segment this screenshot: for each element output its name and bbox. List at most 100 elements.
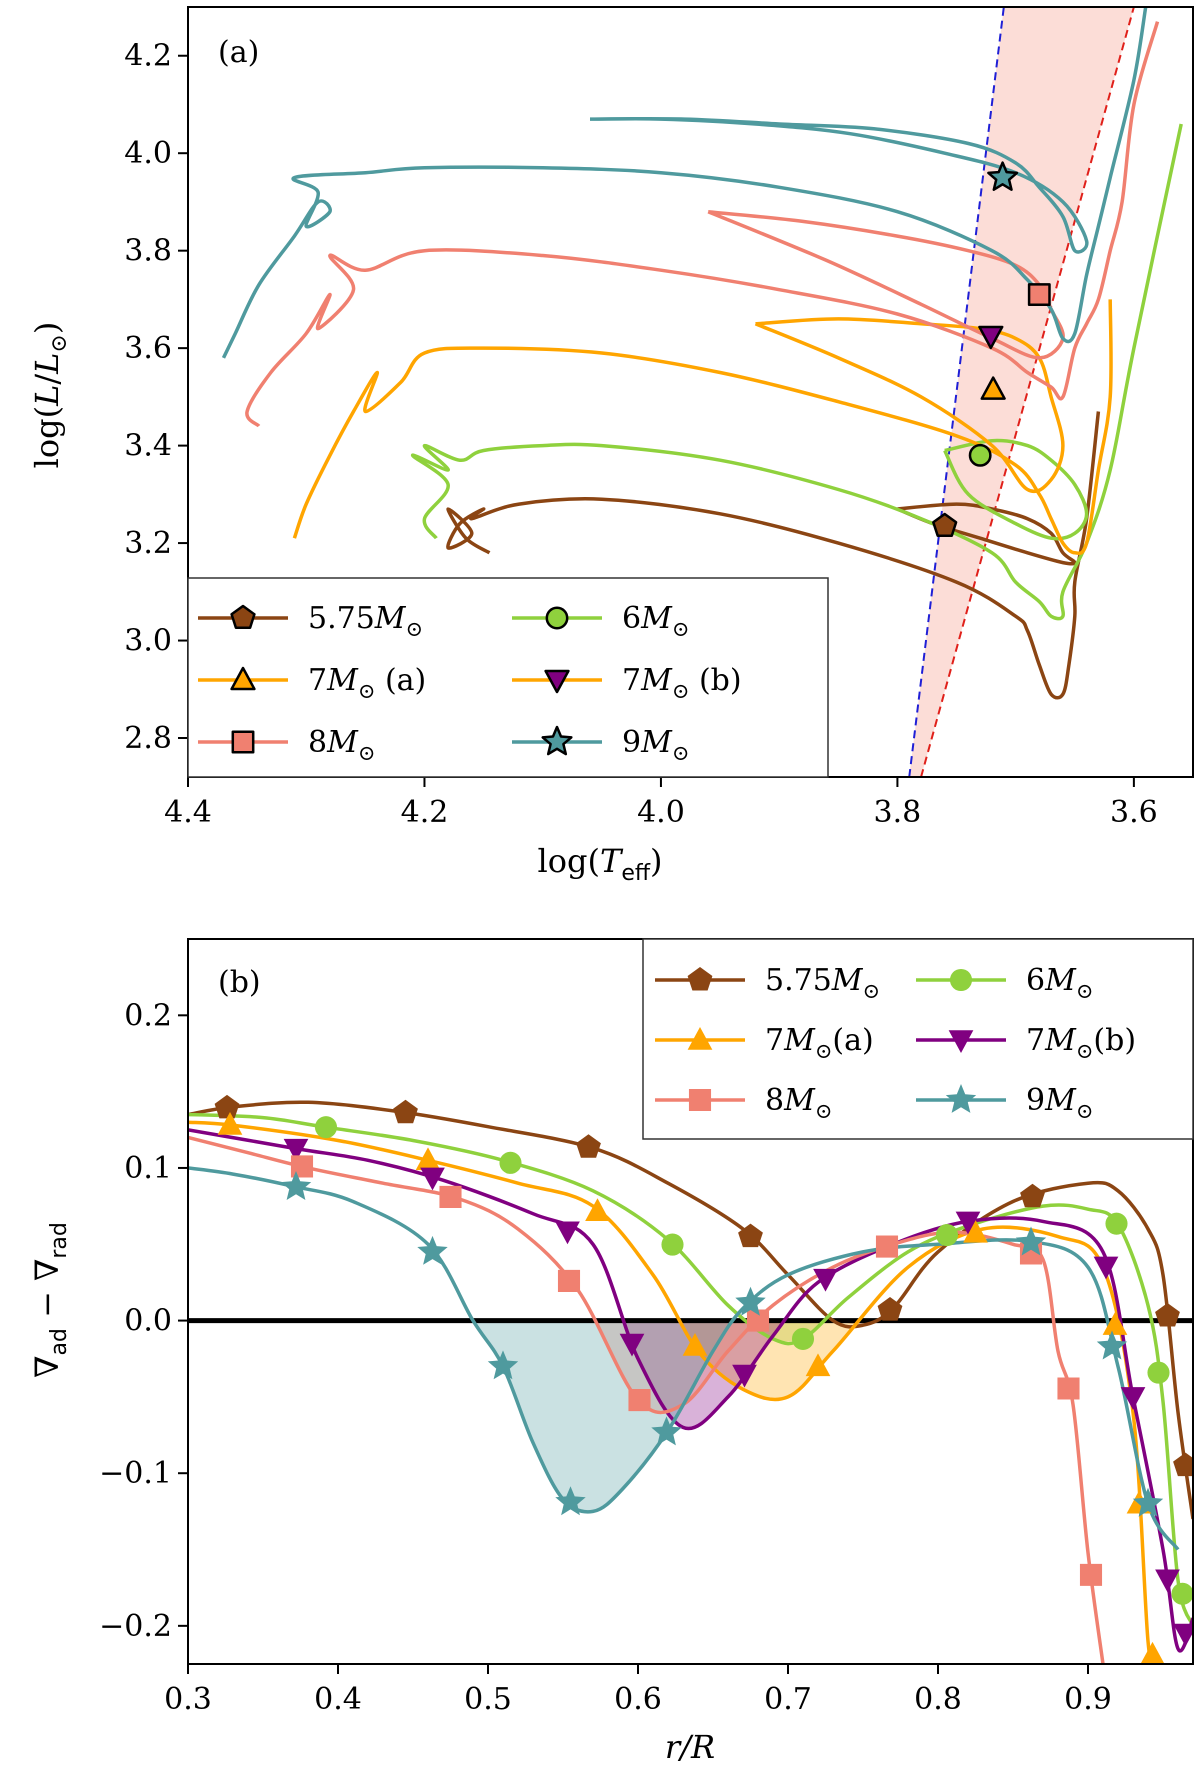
- profile-marker: [746, 1309, 770, 1332]
- legend-label: 8M⊙: [308, 725, 375, 765]
- profile-marker: [805, 1353, 831, 1377]
- y-tick-label: 2.8: [124, 721, 172, 756]
- legend-label: 9M⊙: [622, 725, 689, 765]
- profile-marker: [1140, 1641, 1165, 1664]
- legend-swatch-marker: [544, 669, 570, 694]
- profile-marker: [314, 1116, 338, 1139]
- panel-b-xticks: 0.3 0.4 0.5 0.6 0.7 0.8 0.9: [164, 1664, 1112, 1717]
- profile-marker: [619, 1333, 645, 1357]
- track-loop: [943, 438, 1089, 541]
- legend-swatch-marker: [949, 968, 973, 992]
- panel-a-yticks: 2.8 3.0 3.2 3.4 3.6 3.8 4.0 4.2: [124, 39, 188, 756]
- profile-line: [188, 1112, 1193, 1627]
- profile-marker: [661, 1233, 684, 1256]
- track-marker: [968, 443, 992, 467]
- y-tick-label: 3.8: [124, 234, 172, 269]
- profile-marker: [420, 1167, 445, 1191]
- profile-marker: [732, 1364, 757, 1388]
- x-tick-label: 0.4: [314, 1682, 362, 1717]
- profile-marker: [875, 1235, 899, 1258]
- profile-marker: [415, 1147, 441, 1171]
- profile-marker: [791, 1327, 815, 1350]
- legend-label: 5.75M⊙: [765, 963, 880, 1003]
- x-tick-label: 0.9: [1064, 1682, 1112, 1717]
- profile-marker: [813, 1268, 838, 1292]
- x-tick-label: 0.6: [614, 1682, 662, 1717]
- legend-label: 9M⊙: [1026, 1083, 1093, 1123]
- legend-box: [187, 577, 829, 778]
- legend-swatch-marker: [948, 1030, 974, 1053]
- legend-swatch-marker: [945, 1084, 977, 1113]
- y-tick-label: 0.2: [124, 998, 172, 1033]
- x-tick-label: 4.0: [637, 795, 685, 830]
- profile-marker: [557, 1269, 581, 1292]
- legend-swatch-marker: [231, 730, 255, 754]
- panel-a: 4.4 4.2 4.0 3.8 3.6 2.8 3.0 3.2 3.4 3.6 3.8 4.0 4.2…: [28, 6, 1194, 886]
- panel-a-lines: [221, 7, 1183, 700]
- track-marker: [978, 325, 1004, 350]
- profile-marker: [1102, 1312, 1128, 1335]
- track-loop: [589, 116, 1089, 254]
- y-tick-label: 0.0: [124, 1304, 172, 1339]
- profile-marker: [1096, 1330, 1128, 1360]
- legend-swatch-marker: [541, 725, 573, 756]
- profile-marker: [555, 1221, 580, 1245]
- profile-marker: [1057, 1377, 1080, 1400]
- legend-swatch-marker: [687, 967, 713, 991]
- panel-b-ylabel: ∇ad − ∇rad: [28, 1222, 72, 1378]
- legend-label: 7M⊙(b): [1026, 1023, 1136, 1063]
- profile-marker: [214, 1094, 240, 1119]
- panel-a-tag: (a): [218, 35, 259, 70]
- profile-marker: [1105, 1212, 1128, 1235]
- y-tick-label: −0.2: [99, 1609, 172, 1644]
- panel-b-xlabel: r/R: [665, 1728, 715, 1766]
- profile-marker: [487, 1350, 519, 1380]
- track-line: [446, 411, 1101, 700]
- track-line: [245, 21, 1160, 428]
- profile-marker: [735, 1286, 766, 1316]
- legend-label: 5.75M⊙: [308, 601, 423, 641]
- profile-marker: [585, 1198, 610, 1222]
- red-edge-line: [920, 7, 1135, 777]
- profile-marker: [1173, 1452, 1193, 1477]
- legend-swatch-marker: [545, 606, 569, 630]
- y-tick-label: −0.1: [99, 1456, 172, 1491]
- y-tick-label: 4.0: [124, 136, 172, 171]
- profile-marker: [935, 1223, 959, 1247]
- track-marker: [1027, 283, 1051, 306]
- profile-marker: [499, 1151, 522, 1174]
- track-line: [221, 7, 1148, 359]
- legend-label: 7M⊙(a): [765, 1023, 874, 1063]
- profile-marker: [555, 1486, 586, 1516]
- x-tick-label: 3.8: [874, 795, 922, 830]
- profile-marker: [963, 1219, 988, 1243]
- profile-marker: [417, 1235, 448, 1265]
- x-tick-label: 4.4: [164, 795, 212, 830]
- profile-marker: [955, 1211, 981, 1235]
- legend-swatch-marker: [230, 666, 256, 691]
- legend-label: 6M⊙: [622, 601, 689, 641]
- profile-marker: [628, 1389, 651, 1412]
- panel-a-strip: [908, 7, 1135, 777]
- profile-marker: [280, 1171, 312, 1200]
- convective-region-fill: [473, 1320, 735, 1512]
- profile-marker: [1020, 1183, 1045, 1208]
- legend-swatch-marker: [688, 1088, 712, 1112]
- profile-marker: [1015, 1226, 1047, 1256]
- profile-marker: [1155, 1303, 1180, 1327]
- panel-a-xlabel: log(Teff): [538, 842, 663, 886]
- panel-b: 0.3 0.4 0.5 0.6 0.7 0.8 0.9 −0.2−0.10.00.10.2 …: [28, 938, 1194, 1766]
- profile-marker: [1093, 1256, 1119, 1280]
- profile-marker: [877, 1297, 903, 1321]
- y-tick-label: 3.4: [124, 429, 172, 464]
- x-tick-label: 4.2: [401, 795, 449, 830]
- panel-a-xticks: 4.4 4.2 4.0 3.8 3.6: [164, 777, 1158, 830]
- profile-marker: [439, 1185, 462, 1208]
- panel-b-tag: (b): [218, 965, 261, 1000]
- profile-marker: [1171, 1582, 1193, 1605]
- x-tick-label: 0.7: [764, 1682, 812, 1717]
- legend-swatch-marker: [230, 604, 256, 629]
- legend-label: 7M⊙ (b): [622, 663, 742, 703]
- profile-marker: [1155, 1569, 1180, 1593]
- legend-label: 7M⊙ (a): [308, 663, 426, 703]
